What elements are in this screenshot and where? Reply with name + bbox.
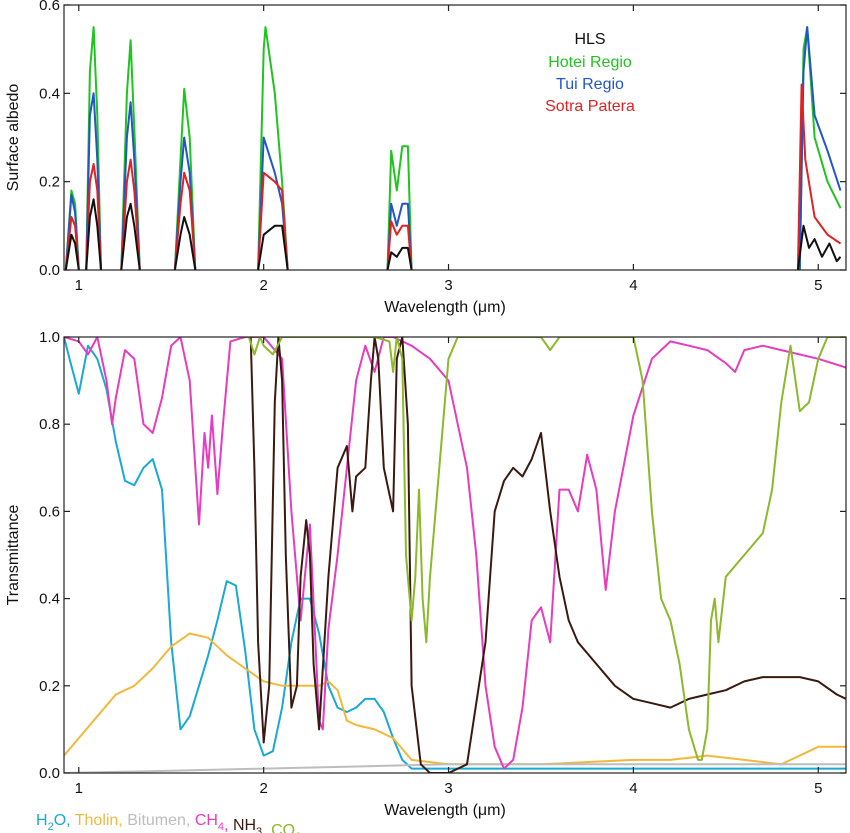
series-line-0-3-6 [796, 224, 842, 270]
series-line-1-0-0 [64, 337, 846, 770]
series-line-1-4-0 [249, 337, 846, 773]
series-line-0-1-2 [120, 101, 141, 270]
legend-entry: Bitumen [127, 812, 186, 829]
series-line-0-2-3 [173, 171, 197, 270]
legend-entry: Hotei Regio [548, 54, 632, 71]
series-line-0-3-0 [64, 233, 80, 270]
x-tick-label: 1 [75, 277, 83, 294]
y-tick-label: 0.2 [39, 678, 60, 695]
series-line-0-2-4 [257, 171, 289, 270]
legend-title: HLS [574, 31, 605, 48]
albedo-panel: 1 2 3 4 5 0.0 0.2 0.4 0.6 Wavelength (μm) Surface … [5, 0, 847, 316]
y-tick-label: 0.2 [39, 174, 60, 191]
x-tick-label: 1 [75, 780, 83, 797]
series-line-0-3-3 [173, 216, 197, 270]
x-axis-label: Wavelength (μm) [384, 802, 506, 819]
x-tick-label: 5 [814, 277, 822, 294]
legend-entry: Tui Regio [556, 76, 624, 93]
legend-row: H2O, Tholin, Bitumen, CH4, NH3, CO2 [36, 812, 301, 833]
series-line-0-2-1 [85, 163, 102, 270]
legend-entry: Tholin [75, 812, 119, 829]
series-line-0-1-5 [386, 202, 413, 270]
series-line-1-3-0 [64, 337, 846, 770]
y-tick-label: 0.4 [39, 85, 60, 102]
legend-entry: CH [195, 812, 218, 829]
y-tick-label: 0.0 [39, 262, 60, 279]
series-line-0-2-6 [796, 83, 842, 270]
y-tick-label: 0.0 [39, 765, 60, 782]
legend-entry: CO [271, 822, 295, 833]
x-tick-label: 3 [444, 277, 452, 294]
x-tick-label: 2 [259, 277, 267, 294]
series-line-0-3-1 [85, 198, 102, 270]
y-axis-label: Surface albedo [5, 84, 22, 192]
series-line-0-2-0 [64, 216, 80, 270]
series-line-0-3-5 [386, 246, 413, 270]
x-tick-label: 4 [629, 277, 637, 294]
x-axis-label: Wavelength (μm) [384, 299, 506, 316]
plot-frame [63, 336, 847, 774]
series-line-1-2-0 [64, 763, 846, 773]
legend-entry: H [36, 812, 48, 829]
plot-frame [63, 4, 847, 271]
legend-entry: Sotra Patera [545, 98, 635, 115]
series-line-1-5-0 [247, 337, 846, 761]
transmittance-panel: 1 2 3 4 5 0.0 0.2 0.4 0.6 0.8 1.0 Wavelength (μm) Tr… [5, 329, 847, 833]
series-line-1-1-0 [64, 632, 846, 766]
legend-entry: NH [233, 817, 256, 833]
series-line-0-2-2 [120, 158, 141, 270]
y-tick-label: 0.8 [39, 416, 60, 433]
y-tick-label: 0.6 [39, 503, 60, 520]
y-tick-label: 0.4 [39, 591, 60, 608]
y-tick-label: 1.0 [39, 329, 60, 346]
x-tick-label: 5 [814, 780, 822, 797]
series-line-0-2-5 [386, 220, 413, 270]
x-tick-label: 3 [444, 780, 452, 797]
x-tick-label: 2 [259, 780, 267, 797]
series-line-0-0-5 [386, 145, 413, 270]
series-line-0-3-2 [120, 202, 141, 270]
series-line-0-3-4 [257, 224, 289, 270]
x-tick-label: 4 [629, 780, 637, 797]
y-axis-label: Transmittance [5, 505, 22, 606]
series-line-0-0-2 [120, 39, 141, 270]
y-tick-label: 0.6 [39, 0, 60, 14]
